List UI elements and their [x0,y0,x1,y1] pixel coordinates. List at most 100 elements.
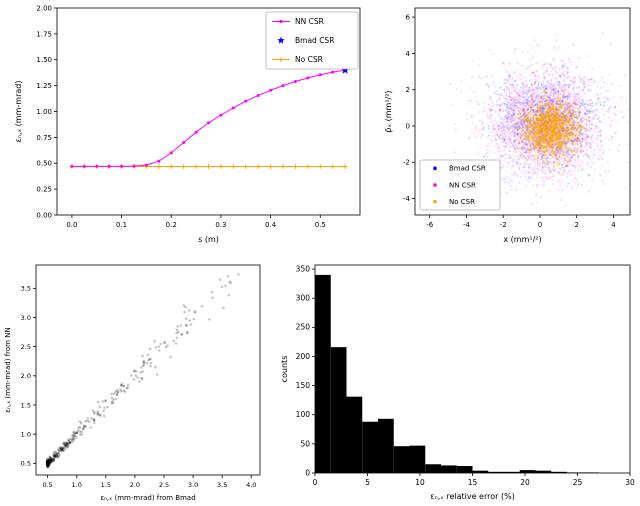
marker-dot [194,130,198,134]
marker-dot [70,164,74,168]
x-tick-label: -2 [500,221,507,229]
x-tick-label: 15 [468,478,478,487]
hist-bar [362,421,378,473]
legend-emittance-vs-s: NN CSR Bmad CSR No CSR [265,11,359,70]
x-tick-label: 2 [574,221,578,229]
x-tick-label: 0.3 [215,221,226,229]
legend-label: Bmad CSR [295,36,334,45]
y-tick-label: 0 [406,122,410,130]
x-axis-label: x (mm¹/²) [503,235,541,244]
plot-nn-vs-bmad-emittance: 0.5 1.0 1.5 2.0 2.5 3.0 3.5 4.0 0.5 1.0 1.5 2.0 2.5 3… [4,264,261,502]
plot-data-relative-error-histogram [315,274,599,473]
marker-dot [293,79,297,83]
hist-bar [519,470,536,473]
y-tick-label: 0.50 [36,160,52,168]
y-tick-label: 1.50 [36,56,52,64]
y-tick-label: 6 [406,13,411,21]
hist-bar [378,418,394,473]
axis-box [414,7,631,216]
x-tick-label: 4 [611,221,616,229]
y-tick-label: 1.0 [21,431,31,439]
marker-dot [219,113,223,117]
marker-dot [279,19,283,24]
y-axis-label: εₙ,ₓ (mm-mrad) from NN [4,327,12,412]
marker-dot [182,141,186,145]
y-tick-label: 3.0 [21,314,31,322]
hist-bar [488,471,504,473]
y-tick-label: 1.75 [36,30,52,38]
marker-dot [120,164,124,168]
y-axis-label: p̄ₓ (mm¹/²) [384,90,393,132]
legend-label: NN CSR [295,17,324,26]
plot-emittance-vs-s: 0.0 0.1 0.2 0.3 0.4 0.5 0.00 0.25 0.50 0.75 1.00 1.… [14,4,361,244]
x-tick-label: 20 [520,478,530,487]
series-nn-csr [450,33,630,215]
series-nn-csr [70,68,347,168]
x-tick-label: 5 [365,478,370,487]
series-relative-error-counts [315,274,599,473]
marker-dot [433,166,437,171]
y-tick-label: 2.5 [21,343,31,351]
marker-dot [144,163,148,167]
y-tick-label: 0.75 [36,134,52,142]
marker-dot [95,164,99,168]
series-bmad-csr [340,65,350,74]
hist-bar [456,466,473,473]
marker-dot [433,199,437,204]
y-tick-label: 2.0 [21,372,31,380]
x-tick-label: 0 [538,221,542,229]
axis-box [35,264,261,476]
y-tick-label: 350 [296,264,311,273]
marker-dot [244,99,248,103]
marker-dot [107,164,111,168]
x-axis-label: s (m) [198,235,219,244]
x-tick-label: 10 [415,478,425,487]
legend-label: No CSR [295,55,323,64]
x-tick-label: 2.0 [130,481,140,489]
hist-bar [551,471,567,473]
marker-dot [132,164,136,168]
y-tick-label: 0.25 [36,186,52,194]
hist-bar [315,274,331,473]
hist-bar [441,465,457,473]
x-tick-label: 3.0 [188,481,198,489]
legend-phase-space-scatter: Bmad CSR NN CSR No CSR [419,159,501,211]
x-tick-label: 0.4 [265,221,277,229]
marker-dot [306,76,310,80]
y-tick-label: 2.00 [36,4,52,12]
y-tick-label: -4 [403,195,411,203]
y-tick-label: 300 [296,294,311,303]
marker-dot [331,70,335,74]
y-tick-label: 0.00 [36,211,52,219]
y-tick-label: 3.5 [21,285,31,293]
marker-dot [207,121,210,125]
y-tick-label: 2 [406,86,410,94]
x-tick-label: 0.5 [315,221,326,229]
x-tick-label: 0.1 [116,221,127,229]
y-tick-label: 100 [296,410,311,419]
hist-bar [409,445,426,473]
marker-dot [281,84,285,88]
x-tick-label: 0 [313,478,318,487]
plot-data-phase-space-scatter [448,31,630,215]
series-nn-vs-bmad [45,273,240,469]
x-axis-label: εₙ,ₓ relative error (%) [430,492,515,501]
y-tick-label: 4 [406,50,411,58]
y-tick-label: -2 [403,159,410,167]
marker-dot [169,151,173,155]
x-tick-label: 1.0 [72,481,82,489]
marker-dot [231,106,235,110]
series-no-csr [500,73,598,176]
hist-bar [346,396,363,473]
x-tick-label: 0.5 [42,481,52,489]
marker-dot [433,183,437,187]
marker-dot [269,88,273,92]
hist-bar [472,470,489,473]
plot-phase-space-scatter: -6 -4 -2 0 2 4 -4 -2 0 2 4 6 x (mm¹/²) p̄ₓ (mm¹/²) Bma… [384,7,631,244]
x-tick-label: 2.5 [159,481,169,489]
legend-frame [419,159,501,211]
y-tick-label: 200 [296,352,311,361]
marker-dot [82,164,86,168]
